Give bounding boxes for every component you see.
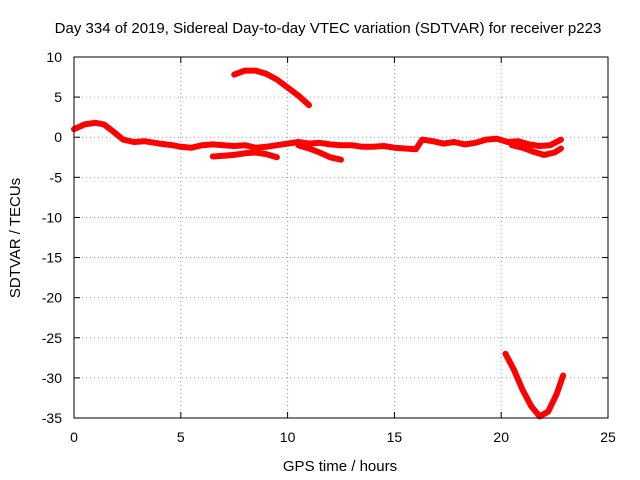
y-tick-label: 5	[54, 89, 62, 105]
y-tick-label: 10	[46, 49, 62, 65]
y-tick-label: -5	[50, 169, 63, 185]
x-tick-label: 25	[600, 429, 616, 445]
x-tick-label: 15	[387, 429, 403, 445]
y-tick-label: -35	[42, 410, 62, 426]
axes: 0 5 10 15 20 25 10 5 0 -5 -10 -15 -20 -25 -30 -35	[42, 49, 616, 445]
series-late-band	[508, 142, 564, 158]
chart-title: Day 334 of 2019, Sidereal Day-to-day VTE…	[55, 20, 602, 37]
y-tick-label: 0	[54, 129, 62, 145]
grid	[74, 57, 608, 418]
x-tick-label: 10	[280, 429, 296, 445]
x-axis-title: GPS time / hours	[283, 458, 397, 475]
series-lower-band	[209, 149, 280, 161]
y-axis-title: SDTVAR / TECUs	[7, 178, 24, 298]
y-tick-label: -30	[42, 370, 62, 386]
series-upper-arc	[231, 67, 312, 109]
x-tick-label: 0	[70, 429, 78, 445]
series-main-track	[71, 119, 564, 153]
y-tick-label: -15	[42, 250, 62, 266]
x-tick-label: 5	[177, 429, 185, 445]
series-side-track	[295, 142, 344, 163]
plot-frame	[73, 56, 609, 419]
x-tick-label: 20	[493, 429, 509, 445]
y-tick-label: -10	[42, 209, 62, 225]
series-group	[71, 67, 567, 420]
y-tick-label: -25	[42, 330, 62, 346]
y-tick-label: -20	[42, 290, 62, 306]
series-lower-dip	[502, 350, 567, 420]
